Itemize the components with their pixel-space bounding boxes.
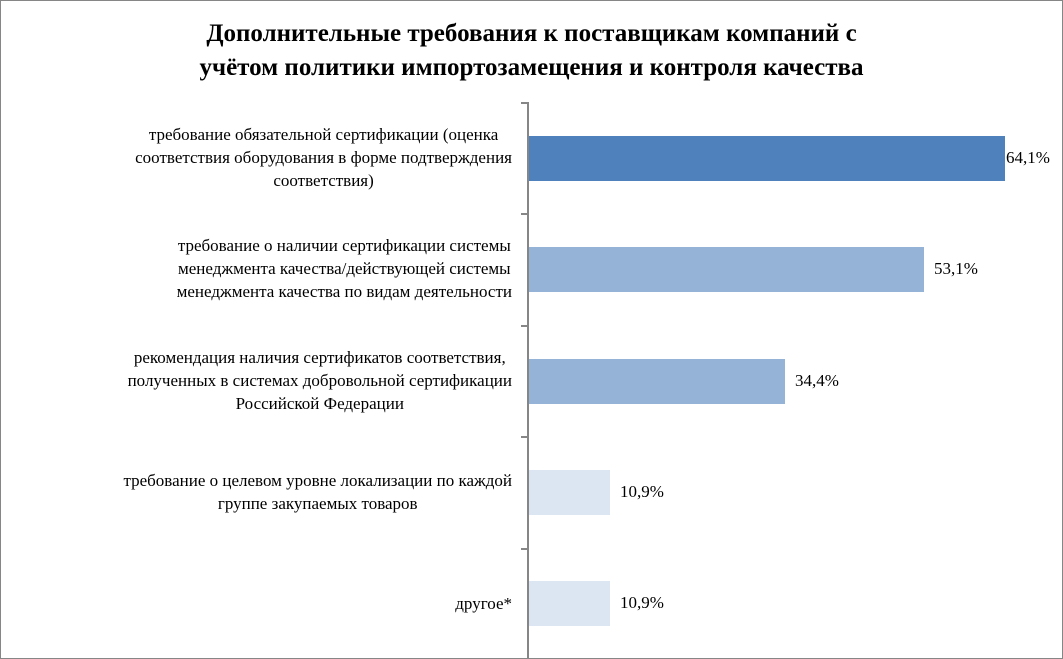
data-label: 34,4% [795, 371, 839, 390]
data-label: 64,1% [1006, 148, 1050, 167]
bar [529, 470, 610, 515]
category-label: другое* [1, 548, 512, 658]
bar [529, 247, 924, 292]
category-label-text: рекомендация наличия сертификатов соотве… [127, 348, 512, 413]
data-label: 10,9% [620, 593, 664, 612]
data-label: 53,1% [934, 259, 978, 278]
axis-tick [521, 102, 528, 104]
bar [529, 136, 1006, 181]
data-label: 10,9% [620, 482, 664, 501]
category-label: требование обязательной сертификации (оц… [1, 102, 512, 213]
category-label: требование о наличии сертификации систем… [1, 213, 512, 324]
category-label: рекомендация наличия сертификатов соотве… [1, 325, 512, 436]
category-label-text: требование обязательной сертификации (оц… [135, 125, 512, 190]
category-label-text: требование о целевом уровне локализации … [123, 470, 512, 513]
category-label: требование о целевом уровне локализации … [1, 436, 512, 547]
axis-tick [521, 213, 528, 215]
bar [529, 581, 610, 626]
axis-tick [521, 436, 528, 438]
category-label-text: другое* [455, 594, 512, 613]
category-axis [527, 102, 529, 658]
chart-title: Дополнительные требования к поставщикам … [199, 20, 864, 81]
category-label-text: требование о наличии сертификации систем… [176, 236, 512, 301]
axis-tick [521, 325, 528, 327]
axis-tick [521, 548, 528, 550]
bar [529, 359, 785, 404]
